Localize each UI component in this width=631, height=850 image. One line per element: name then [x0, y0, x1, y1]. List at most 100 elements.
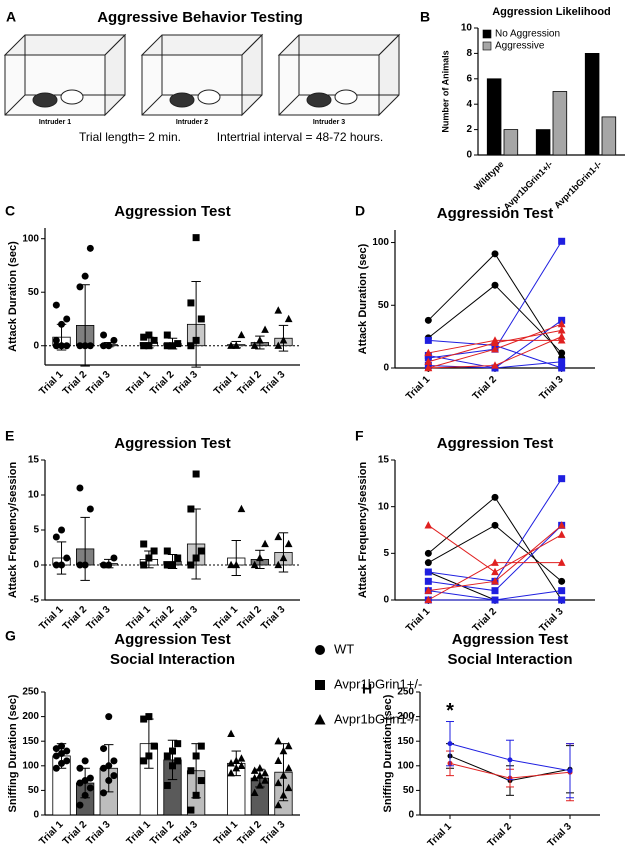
- chart-title: Aggression Test: [437, 205, 553, 222]
- panel-letter: D: [355, 203, 365, 219]
- y-tick-label: 200: [397, 711, 414, 722]
- y-tick-label: 10: [378, 501, 390, 512]
- y-tick-label: 0: [408, 810, 414, 821]
- x-tick-label: Trial 2: [148, 369, 177, 398]
- point: [261, 768, 269, 777]
- y-tick-label: 150: [22, 736, 39, 747]
- x-tick-label: Trial 3: [172, 604, 201, 633]
- point: [163, 547, 171, 555]
- y-tick-label: 0: [383, 595, 389, 606]
- point: [86, 244, 94, 252]
- point: [314, 714, 326, 725]
- x-tick-label: Trial 3: [85, 604, 114, 633]
- cage-label: Intruder 3: [313, 119, 345, 126]
- x-tick-label: Trial 3: [172, 819, 201, 848]
- point: [197, 547, 205, 555]
- point: [150, 742, 158, 750]
- y-tick-label: 200: [22, 711, 39, 722]
- y-tick-label: 100: [397, 760, 414, 771]
- y-tick-label: 250: [22, 687, 39, 698]
- point: [227, 768, 235, 777]
- point: [187, 505, 195, 513]
- point: [491, 281, 499, 289]
- bar: [486, 78, 502, 156]
- x-tick-label: Trial 1: [37, 604, 66, 633]
- point: [274, 560, 283, 569]
- point: [187, 299, 195, 307]
- point: [274, 737, 283, 745]
- point: [315, 645, 325, 655]
- point: [261, 325, 269, 333]
- y-tick-label: 0: [33, 340, 39, 351]
- point: [197, 315, 205, 323]
- x-tick-label: Trial 1: [125, 819, 154, 848]
- x-tick-label: Trial 3: [172, 369, 201, 398]
- legend-label: Avpr1bGrin1+/-: [334, 676, 422, 691]
- y-axis-label: Attack Duration (sec): [7, 241, 19, 352]
- x-tick-label: Trial 2: [236, 369, 265, 398]
- point: [192, 234, 200, 242]
- point: [284, 741, 293, 750]
- point: [558, 237, 566, 245]
- point: [227, 759, 235, 767]
- point: [52, 764, 60, 772]
- point: [237, 761, 246, 769]
- point: [250, 560, 259, 569]
- point: [140, 342, 148, 350]
- panel-letter: F: [355, 428, 364, 444]
- point: [424, 549, 432, 557]
- cage: [3, 33, 127, 117]
- y-tick-label: 5: [383, 548, 389, 559]
- point: [187, 561, 195, 569]
- chart-title: Aggression Test: [114, 631, 230, 648]
- x-tick-label: Trial 2: [236, 604, 265, 633]
- point: [491, 361, 499, 369]
- point: [491, 344, 499, 353]
- point: [447, 741, 453, 747]
- point: [76, 484, 84, 492]
- point: [424, 568, 432, 576]
- point: [100, 561, 108, 569]
- point: [491, 336, 499, 344]
- point: [557, 521, 566, 529]
- point: [140, 715, 148, 723]
- y-tick-label: 250: [397, 687, 414, 698]
- legend-label: WT: [334, 641, 354, 656]
- point: [237, 754, 246, 762]
- point: [250, 341, 259, 349]
- point: [557, 530, 566, 538]
- x-tick-label: Trial 3: [85, 819, 114, 848]
- y-tick-label: 50: [28, 287, 40, 298]
- point: [187, 806, 195, 814]
- point: [491, 567, 499, 576]
- bar: [535, 129, 551, 156]
- chart-subtitle: Social Interaction: [110, 651, 235, 668]
- point: [174, 340, 182, 348]
- chart-subtitle: Social Interaction: [447, 651, 572, 668]
- point: [491, 577, 499, 585]
- x-tick-label: Trial 3: [259, 369, 288, 398]
- x-tick-label: Trial 2: [236, 819, 265, 848]
- point: [424, 595, 433, 604]
- y-axis-label: Attack Frequency/session: [357, 462, 369, 599]
- point: [250, 766, 259, 774]
- point: [491, 558, 499, 566]
- legend-label: Aggressive: [495, 41, 545, 52]
- point: [63, 554, 71, 562]
- annotation: *: [446, 700, 454, 722]
- point: [227, 560, 235, 569]
- x-tick-label: Trial 1: [212, 819, 241, 848]
- chart-title: Aggression Test: [437, 435, 553, 452]
- point: [100, 764, 108, 772]
- x-tick-label: Trial 1: [212, 369, 241, 398]
- bar: [552, 91, 568, 156]
- note: Intertrial interval = 48-72 hours.: [217, 130, 383, 144]
- point: [250, 788, 259, 797]
- x-tick-label: Trial 1: [212, 604, 241, 633]
- x-tick-label: Trial 3: [546, 821, 575, 850]
- point: [261, 776, 269, 784]
- bar: [601, 116, 617, 156]
- point: [424, 521, 433, 529]
- cage: [140, 33, 264, 117]
